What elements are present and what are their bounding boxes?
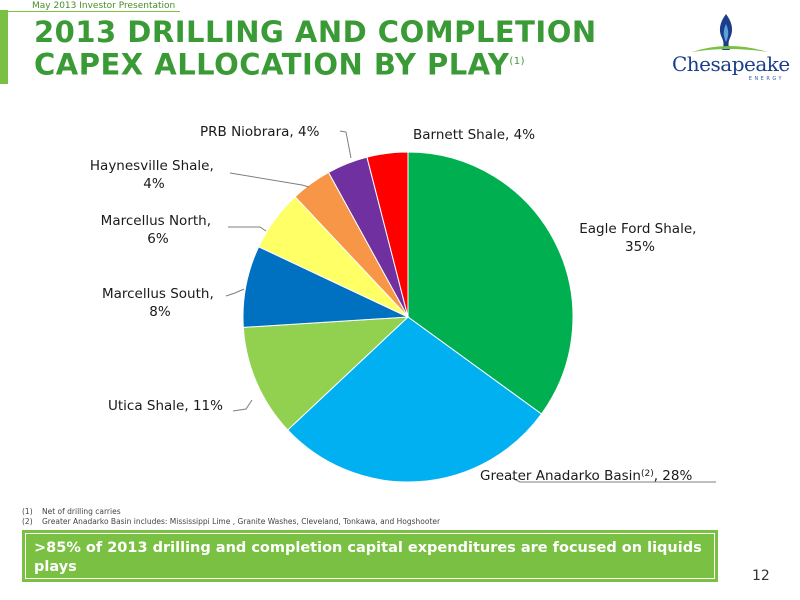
flame-icon (692, 14, 768, 52)
pie-slice-utica-shale (242, 316, 410, 431)
footnote-marker: (2) (22, 517, 33, 526)
title-footnote-marker: (1) (509, 56, 526, 67)
pie-slice-eagle-ford-shale (407, 151, 574, 415)
header-accent-bar (0, 10, 8, 84)
label-anadarko: Greater Anadarko Basin(2), 28% (480, 468, 692, 484)
footnote-marker: (1) (22, 507, 33, 516)
title-line-2: CAPEX ALLOCATION BY PLAY (34, 47, 510, 82)
callout-box: >85% of 2013 drilling and completion cap… (22, 530, 718, 582)
page-number: 12 (752, 568, 770, 584)
leader-line-marcellus-north (228, 226, 267, 232)
page-title: 2013 DRILLING AND COMPLETION CAPEX ALLOC… (34, 18, 597, 80)
label-prb-niobrara: PRB Niobrara, 4% (200, 124, 320, 140)
label-eagle-ford: Eagle Ford Shale, 35% (579, 221, 700, 255)
pie-slice-barnett-shale (366, 151, 409, 318)
footnote-text: Net of drilling carries (42, 507, 121, 516)
leader-line-utica (232, 399, 253, 412)
pie-slice-greater-anadarko-basin (287, 316, 543, 483)
label-utica: Utica Shale, 11% (108, 398, 223, 414)
logo-subtext: ENERGY (748, 76, 784, 82)
header-rule (0, 11, 180, 12)
label-marcellus-south: Marcellus South, 8% (102, 286, 218, 320)
footnote-1: (1) Net of drilling carries (22, 507, 440, 517)
pie-slices (242, 151, 574, 483)
logo-name: Chesapeake (672, 52, 790, 76)
callout-text: >85% of 2013 drilling and completion cap… (25, 533, 715, 579)
footnote-text: Greater Anadarko Basin includes: Mississ… (42, 517, 441, 526)
slice-labels: Eagle Ford Shale, 35% Greater Anadarko B… (90, 124, 700, 484)
leader-lines (225, 130, 716, 483)
label-barnett: Barnett Shale, 4% (413, 127, 535, 143)
deck-label: May 2013 Investor Presentation (32, 1, 176, 11)
company-logo: Chesapeake ENERGY (672, 12, 790, 90)
leader-line-prb (339, 130, 352, 159)
label-haynesville: Haynesville Shale, 4% (90, 158, 218, 192)
leader-line-haynesville (229, 172, 310, 188)
title-line-1: 2013 DRILLING AND COMPLETION (34, 15, 597, 49)
leader-line-anadarko (511, 477, 716, 483)
leader-line-marcellus-south (225, 288, 245, 297)
footnotes: (1) Net of drilling carries (2) Greater … (22, 507, 440, 527)
label-marcellus-north: Marcellus North, 6% (101, 213, 216, 247)
footnote-2: (2) Greater Anadarko Basin includes: Mis… (22, 517, 440, 527)
